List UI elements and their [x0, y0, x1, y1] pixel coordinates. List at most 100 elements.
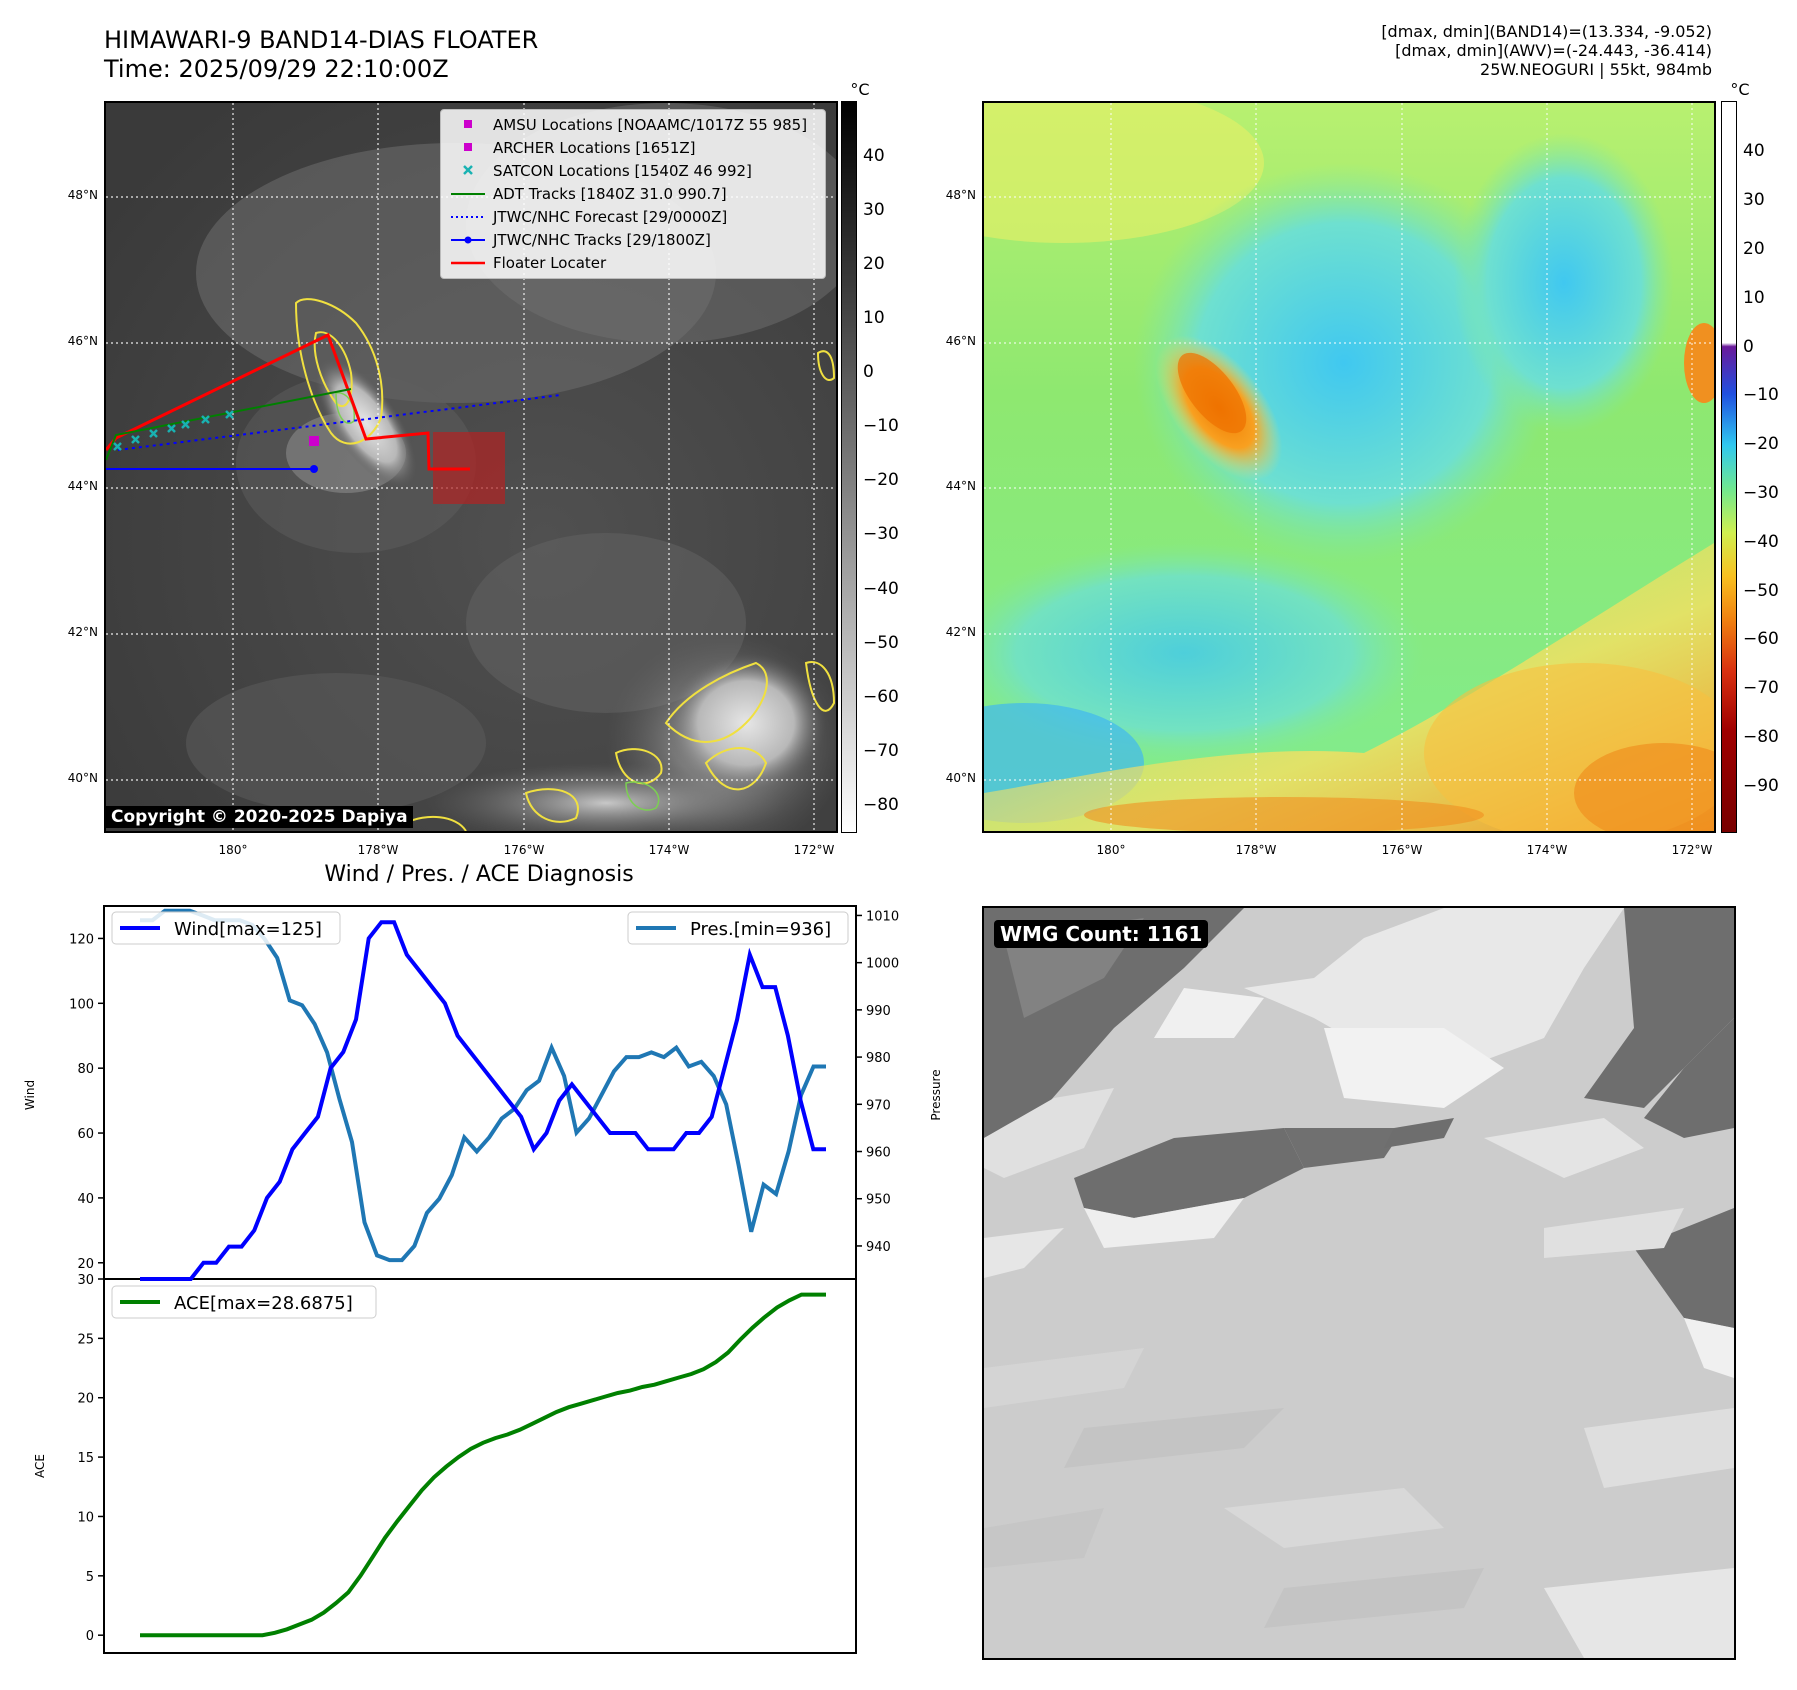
wind-tick-label: 120 [69, 932, 94, 947]
pressure-tick-label: 940 [866, 1240, 891, 1255]
ir-lon-label: 178°W [357, 843, 399, 857]
ir-lat-label: 46°N [67, 334, 98, 348]
awv-lat-label: 40°N [945, 771, 976, 785]
wind-tick-label: 80 [77, 1062, 94, 1077]
awv-lon-label: 174°W [1526, 843, 1568, 857]
wind-legend-label: Wind[max=125] [174, 919, 322, 940]
ir-cb-tick: −80 [863, 795, 899, 815]
pressure-tick-label: 1000 [866, 957, 899, 972]
ace-tick-label: 15 [77, 1451, 94, 1466]
awv-lon-label: 172°W [1671, 843, 1713, 857]
pressure-yticks: 940 950 960 970 980 990 1000 1010 [856, 909, 899, 1255]
figure-title: HIMAWARI-9 BAND14-DIAS FLOATER Time: 202… [104, 26, 538, 84]
pressure-legend-label: Pres.[min=936] [690, 919, 831, 940]
awv-lon-label: 180° [1096, 843, 1126, 857]
ir-lon-label: 174°W [648, 843, 690, 857]
ir-lat-label: 48°N [67, 188, 98, 202]
awv-cb-tick: −20 [1743, 434, 1779, 454]
ir-cb-tick: 0 [863, 362, 874, 382]
awv-cb-tick: 0 [1743, 337, 1754, 357]
ir-lon-label: 172°W [793, 843, 835, 857]
pressure-axis-label: Pressure [929, 1069, 943, 1120]
diagnosis-title: Wind / Pres. / ACE Diagnosis [324, 862, 634, 887]
pressure-tick-label: 990 [866, 1004, 891, 1019]
ir-cb-tick: −40 [863, 579, 899, 599]
wind-series-line [140, 920, 826, 1281]
ace-axes [103, 1278, 857, 1654]
wind-tick-label: 60 [77, 1127, 94, 1142]
awv-cb-tick: −50 [1743, 581, 1779, 601]
ir-lat-label: 42°N [67, 625, 98, 639]
meta-line-2: [dmax, dmin](AWV)=(-24.443, -36.414) [1395, 41, 1712, 60]
ir-cb-tick: 40 [863, 146, 885, 166]
ace-tick-label: 0 [86, 1629, 94, 1644]
ir-cb-tick: −10 [863, 416, 899, 436]
wmg-count-badge: WMG Count: 1161 [994, 920, 1209, 948]
ir-cb-tick: 30 [863, 200, 885, 220]
ir-cb-tick: 10 [863, 308, 885, 328]
wind-tick-label: 20 [77, 1257, 94, 1272]
awv-cb-tick: 20 [1743, 239, 1765, 259]
wind-legend: Wind[max=125] [111, 911, 341, 945]
ace-legend-label: ACE[max=28.6875] [174, 1293, 353, 1314]
awv-cb-tick: 30 [1743, 190, 1765, 210]
awv-cb-tick: 10 [1743, 288, 1765, 308]
wind-yticks: 20 40 60 80 100 120 [69, 932, 104, 1272]
awv-image [984, 103, 1714, 831]
awv-lat-label: 48°N [945, 188, 976, 202]
pressure-tick-label: 1010 [866, 909, 899, 924]
wind-axis-label: Wind [23, 1080, 37, 1110]
awv-cb-tick: −90 [1743, 776, 1779, 796]
ace-tick-label: 25 [77, 1332, 94, 1347]
awv-lat-label: 46°N [945, 334, 976, 348]
ir-cb-tick: −50 [863, 633, 899, 653]
pressure-tick-label: 980 [866, 1051, 891, 1066]
awv-colorbar-unit: °C [1730, 80, 1750, 99]
pressure-tick-label: 960 [866, 1146, 891, 1161]
title-line-2: Time: 2025/09/29 22:10:00Z [104, 55, 449, 83]
awv-lon-label: 178°W [1235, 843, 1277, 857]
pressure-tick-label: 970 [866, 1098, 891, 1113]
ir-cb-tick: −30 [863, 524, 899, 544]
wmg-panel: WMG Count: 1161 [982, 906, 1736, 1660]
ace-tick-label: 30 [77, 1273, 94, 1288]
ir-colorbar-unit: °C [850, 80, 870, 99]
awv-cb-tick: −40 [1743, 532, 1779, 552]
ace-axis-label: ACE [33, 1454, 47, 1478]
ace-yticks: 0 5 10 15 20 25 30 [77, 1273, 104, 1644]
ace-series-line [140, 1292, 826, 1638]
awv-cb-tick: −10 [1743, 385, 1779, 405]
title-line-1: HIMAWARI-9 BAND14-DIAS FLOATER [104, 26, 539, 54]
meta-line-3: 25W.NEOGURI | 55kt, 984mb [1480, 60, 1712, 79]
pressure-legend: Pres.[min=936] [627, 911, 849, 945]
ir-cb-tick: 20 [863, 254, 885, 274]
awv-lat-label: 42°N [945, 625, 976, 639]
ace-tick-label: 5 [86, 1570, 94, 1585]
awv-cb-tick: −30 [1743, 483, 1779, 503]
ace-legend: ACE[max=28.6875] [111, 1285, 377, 1319]
wind-tick-label: 100 [69, 997, 94, 1012]
ir-colorbar [841, 101, 857, 833]
awv-cb-tick: −80 [1743, 727, 1779, 747]
ir-lon-label: 180° [218, 843, 248, 857]
wmg-image [984, 908, 1734, 1658]
awv-cb-tick: 40 [1743, 141, 1765, 161]
storm-metadata: [dmax, dmin](BAND14)=(13.334, -9.052) [d… [1381, 22, 1712, 79]
ace-tick-label: 10 [77, 1510, 94, 1525]
awv-colorbar [1721, 101, 1737, 833]
wind-pressure-axes [103, 905, 857, 1280]
awv-panel [982, 101, 1716, 833]
ace-tick-label: 20 [77, 1392, 94, 1407]
ir-lat-label: 40°N [67, 771, 98, 785]
awv-cb-tick: −70 [1743, 678, 1779, 698]
wind-tick-label: 40 [77, 1192, 94, 1207]
awv-lon-label: 176°W [1381, 843, 1423, 857]
ir-legend: AMSU Locations [NOAAMC/1017Z 55 985] ARC… [440, 109, 826, 279]
awv-cb-tick: −60 [1743, 629, 1779, 649]
copyright-badge: Copyright © 2020-2025 Dapiya [106, 806, 413, 828]
meta-line-1: [dmax, dmin](BAND14)=(13.334, -9.052) [1381, 22, 1712, 41]
ir-cb-tick: −60 [863, 687, 899, 707]
ir-cb-tick: −20 [863, 470, 899, 490]
pressure-tick-label: 950 [866, 1193, 891, 1208]
